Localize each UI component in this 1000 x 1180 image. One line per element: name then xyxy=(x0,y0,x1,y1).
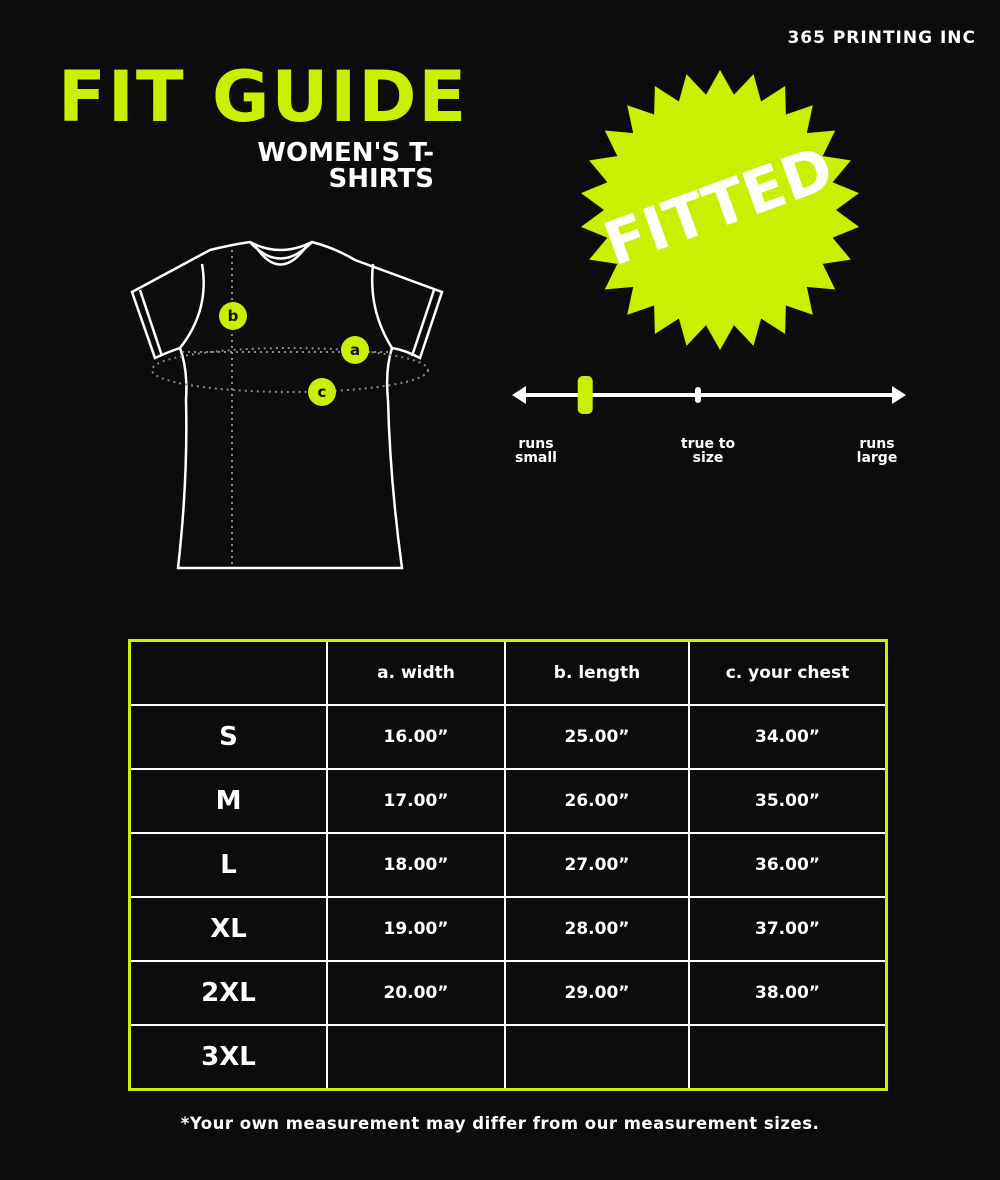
measurement-cell xyxy=(504,1024,690,1090)
svg-text:c: c xyxy=(318,383,327,401)
size-label: M xyxy=(129,768,328,834)
header-chest: c. your chest xyxy=(688,640,887,705)
page-title: FIT GUIDE xyxy=(58,56,469,138)
header-length: b. length xyxy=(504,640,690,705)
size-label: 2XL xyxy=(129,960,328,1026)
measurement-cell: 37.00” xyxy=(688,896,887,962)
table-row: 3XL xyxy=(129,1024,887,1090)
table-row: 2XL 20.00” 29.00” 38.00” xyxy=(129,960,887,1026)
measurement-cell: 29.00” xyxy=(504,960,690,1026)
footnote: *Your own measurement may differ from ou… xyxy=(180,1114,820,1133)
header-width: a. width xyxy=(326,640,506,705)
marker-c: c xyxy=(308,378,336,406)
size-label: XL xyxy=(129,896,328,962)
brand-name: 365 PRINTING INC xyxy=(787,28,976,48)
fit-scale xyxy=(512,376,906,414)
table-row: L 18.00” 27.00” 36.00” xyxy=(129,832,887,898)
measurement-cell: 34.00” xyxy=(688,704,887,770)
arrow-left-icon xyxy=(512,386,526,404)
measurement-cell: 36.00” xyxy=(688,832,887,898)
fitted-badge: FITTED xyxy=(581,70,859,350)
label-runs-large: runs large xyxy=(856,436,898,466)
svg-text:b: b xyxy=(228,307,239,325)
measurement-cell: 27.00” xyxy=(504,832,690,898)
arrow-right-icon xyxy=(892,386,906,404)
size-label: S xyxy=(129,704,328,770)
true-to-size-tick xyxy=(695,387,701,403)
table-row: S 16.00” 25.00” 34.00” xyxy=(129,704,887,770)
header-size xyxy=(129,640,328,705)
table-row: XL 19.00” 28.00” 37.00” xyxy=(129,896,887,962)
size-label: 3XL xyxy=(129,1024,328,1090)
label-true-to-size: true to size xyxy=(680,436,736,466)
table-row: M 17.00” 26.00” 35.00” xyxy=(129,768,887,834)
size-label: L xyxy=(129,832,328,898)
starburst-icon xyxy=(581,70,859,350)
table-header-row: a. width b. length c. your chest xyxy=(129,640,887,705)
tshirt-outline-icon xyxy=(130,240,444,570)
tshirt-diagram: b a c xyxy=(130,240,444,570)
measurement-cell: 26.00” xyxy=(504,768,690,834)
measurement-cell: 38.00” xyxy=(688,960,887,1026)
label-runs-small: runs small xyxy=(515,436,557,466)
fit-marker xyxy=(577,376,593,414)
page-subtitle: WOMEN'S T-SHIRTS xyxy=(257,138,434,194)
measurement-cell: 35.00” xyxy=(688,768,887,834)
measurement-cell: 28.00” xyxy=(504,896,690,962)
svg-text:a: a xyxy=(350,341,360,359)
measurement-cell: 16.00” xyxy=(326,704,506,770)
marker-b: b xyxy=(219,302,247,330)
measurement-cell: 20.00” xyxy=(326,960,506,1026)
measurement-cell: 25.00” xyxy=(504,704,690,770)
measurement-cell: 18.00” xyxy=(326,832,506,898)
marker-a: a xyxy=(341,336,369,364)
measurement-cell: 17.00” xyxy=(326,768,506,834)
size-table: a. width b. length c. your chest S 16.00”… xyxy=(128,639,888,1091)
measurement-cell: 19.00” xyxy=(326,896,506,962)
measurement-cell xyxy=(688,1024,887,1090)
measurement-cell xyxy=(326,1024,506,1090)
